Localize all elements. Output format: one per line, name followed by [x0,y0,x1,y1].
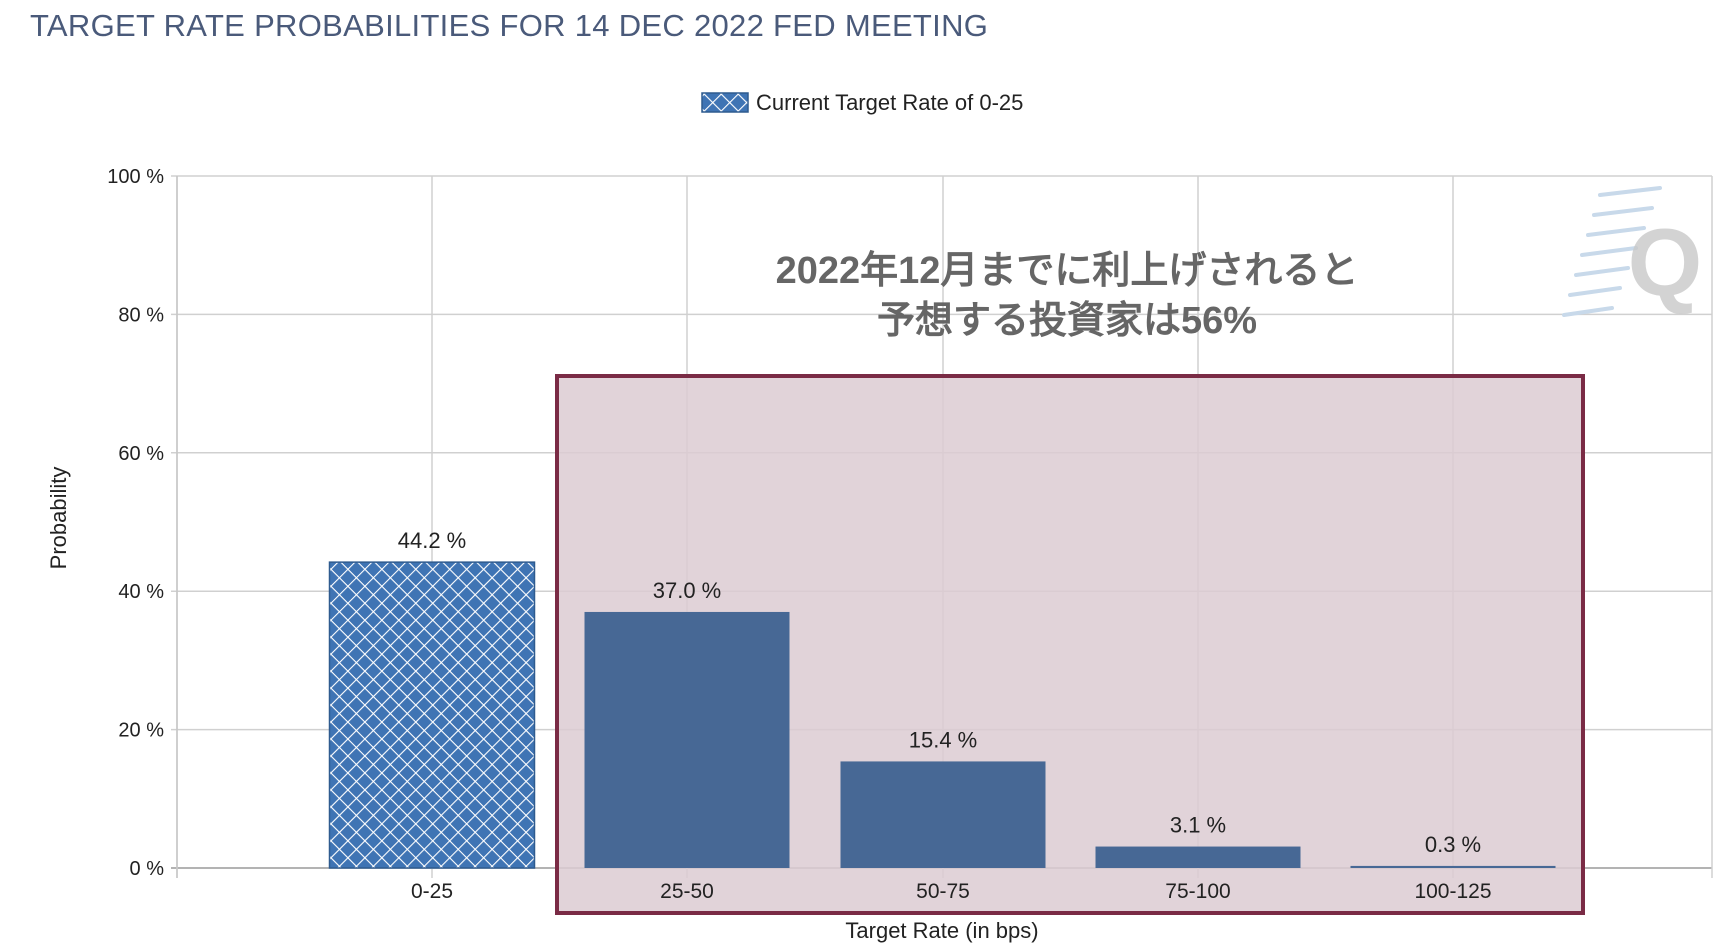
x-tick-label-100-125: 100-125 [1414,880,1491,903]
x-axis-title: Target Rate (in bps) [845,918,1038,943]
bars-layer [328,561,1556,869]
bar-25-50 [584,611,790,868]
y-tick-label: 80 % [118,304,164,326]
y-tick-label: 20 % [118,720,164,742]
bar-75-100 [1095,846,1301,868]
watermark-stripe [1592,206,1654,217]
watermark-stripe [1562,306,1614,317]
legend: Current Target Rate of 0-25 [701,90,1023,115]
watermark-stripe [1574,266,1630,277]
watermark-stripe [1568,286,1622,297]
bar-0-25 [328,561,536,869]
value-label-75-100: 3.1 % [1170,813,1226,838]
bar-50-75 [840,761,1046,868]
y-tick-label: 0 % [130,858,165,880]
value-label-25-50: 37.0 % [653,578,722,603]
x-tick-label-75-100: 75-100 [1165,880,1230,903]
y-axis-title: Probability [46,467,71,570]
value-label-50-75: 15.4 % [909,727,978,752]
labels-layer: 0 % 20 % 40 % 60 % 80 % 100 % 44.2 % 0-25 37.0 %… [107,166,1491,903]
annotation-line-1: 2022年12月までに利上げされると [776,250,1359,292]
y-tick-label: 40 % [118,581,164,603]
y-tick-label: 60 % [118,443,164,465]
x-tick-label-0-25: 0-25 [411,880,453,903]
watermark-letter: Q [1628,209,1703,316]
bar-100-125 [1350,865,1556,868]
watermark-stripe [1580,246,1638,257]
watermark-layer: Q [1562,186,1703,317]
value-label-100-125: 0.3 % [1425,832,1481,857]
y-tick-label: 100 % [107,166,164,188]
legend-label: Current Target Rate of 0-25 [756,90,1023,115]
x-tick-label-50-75: 50-75 [916,880,970,903]
legend-swatch [701,92,749,113]
value-label-0-25: 44.2 % [398,528,467,553]
watermark-stripe [1598,186,1662,197]
annotation-line-2: 予想する投資家は56% [877,300,1257,342]
watermark-stripe [1586,226,1646,237]
x-tick-label-25-50: 25-50 [660,880,714,903]
chart-title: TARGET RATE PROBABILITIES FOR 14 DEC 202… [30,8,989,43]
